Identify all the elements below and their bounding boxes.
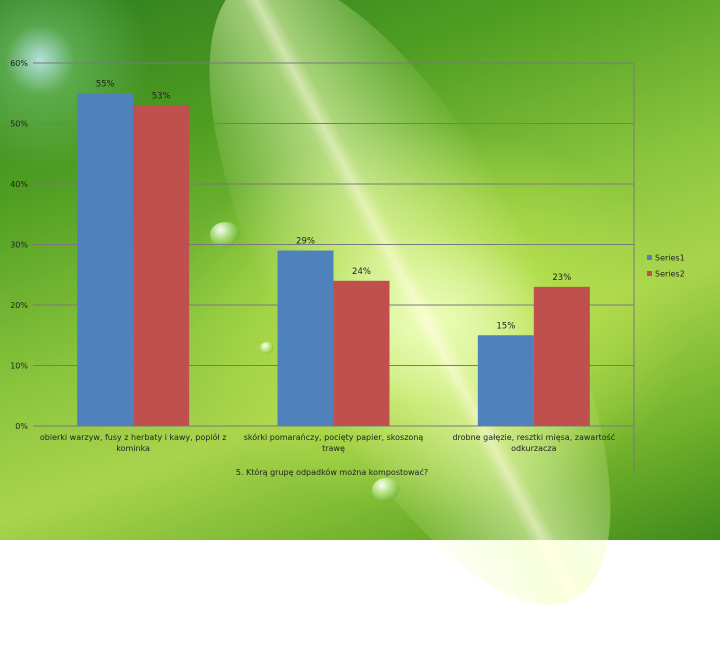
data-label: 55% [96, 79, 115, 89]
y-tick-label: 0% [15, 422, 28, 431]
bars [77, 93, 590, 426]
bar-series1 [277, 250, 334, 426]
y-tick-label: 30% [10, 241, 28, 250]
bar-series2 [133, 105, 190, 426]
category-label: obierki warzyw, fusy z herbaty i kawy, p… [40, 432, 227, 442]
y-tick-label: 20% [10, 301, 28, 310]
water-drop [210, 222, 240, 248]
y-tick-label: 40% [10, 180, 28, 189]
data-labels: 55% 29% 15% 53% 24% 23% [96, 79, 572, 331]
category-label: drobne gałęzie, resztki mięsa, zawartość [452, 432, 615, 442]
water-drop [260, 342, 274, 354]
data-label: 53% [152, 91, 171, 101]
category-label: kominka [116, 444, 150, 453]
category-label: odkurzacza [511, 444, 556, 453]
category-labels: obierki warzyw, fusy z herbaty i kawy, p… [40, 432, 615, 453]
data-label: 15% [496, 321, 515, 331]
bar-chart: 0%10%20%30%40%50%60% 55%29%15%53%24%23% … [10, 59, 685, 477]
y-tick-label: 60% [10, 59, 28, 68]
bar-series1 [77, 93, 134, 426]
x-axis-title: 5. Którą grupę odpadków można kompostowa… [236, 467, 428, 477]
bar-series2 [333, 280, 390, 426]
legend-label: Series1 [655, 254, 685, 263]
bar-series2 [533, 286, 590, 426]
category-label: trawę [322, 444, 345, 453]
water-drop [372, 478, 400, 502]
category-label: skórki pomarańczy, pocięty papier, skosz… [244, 432, 424, 442]
data-label: 23% [552, 273, 571, 283]
bar-series1 [477, 335, 534, 426]
legend: Series1 Series2 [647, 254, 685, 279]
legend-label: Series2 [655, 270, 685, 279]
y-tick-label: 50% [10, 120, 28, 129]
y-axis-ticks: 0% 10% 20% 30% 40% 50% 60% [10, 59, 28, 431]
legend-swatch [647, 271, 652, 276]
y-tick-label: 10% [10, 362, 28, 371]
legend-swatch [647, 255, 652, 260]
data-label: 24% [352, 267, 371, 277]
data-label: 29% [296, 237, 315, 247]
